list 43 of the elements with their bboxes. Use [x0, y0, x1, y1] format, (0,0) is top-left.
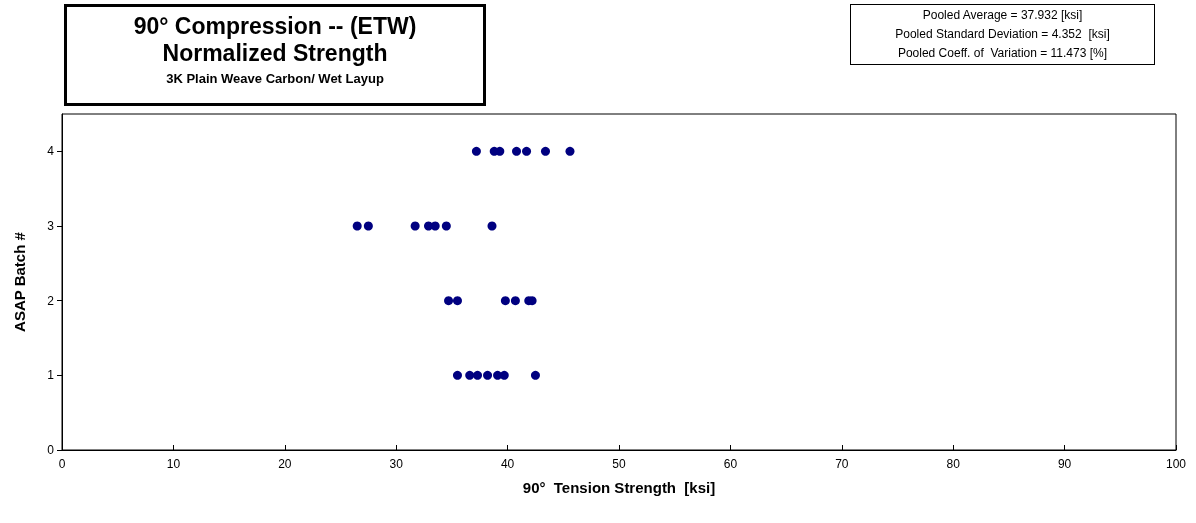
y-tick-label: 0 — [47, 443, 55, 457]
point — [565, 146, 575, 156]
x-tick-label: 70 — [835, 457, 849, 471]
point — [510, 296, 520, 306]
x-axis-title: 90° Tension Strength [ksi] — [522, 479, 716, 496]
point — [452, 370, 462, 380]
x-tick-label: 30 — [389, 457, 404, 471]
point — [540, 146, 550, 156]
point — [530, 370, 540, 380]
x-tick-label: 100 — [1165, 457, 1187, 471]
y-tick-label: 1 — [47, 368, 55, 383]
point — [363, 221, 373, 231]
y-tick-label: 4 — [47, 144, 55, 159]
point — [441, 221, 451, 231]
text: Pooled Standard Deviation = 4.352 [ksi] — [894, 26, 1111, 43]
point — [522, 146, 532, 156]
point — [483, 370, 493, 380]
point — [465, 370, 475, 380]
point — [473, 370, 483, 380]
point — [410, 221, 420, 231]
point — [444, 296, 454, 306]
point — [487, 221, 497, 231]
point — [471, 146, 481, 156]
text: Pooled Average = 37.932 [ksi] — [921, 7, 1084, 24]
y-tick-label: 3 — [47, 219, 55, 233]
point — [352, 221, 362, 231]
point — [499, 370, 509, 380]
x-tick-label: 90 — [1057, 457, 1072, 471]
x-tick-label: 50 — [612, 457, 626, 471]
chart-subtitle: 3K Plain Weave Carbon/ Wet Layup — [165, 71, 385, 86]
point — [452, 296, 462, 306]
y-axis-title: ASAP Batch # — [11, 231, 28, 332]
x-tick-label: 80 — [946, 457, 961, 471]
x-tick-label: 20 — [278, 457, 292, 471]
y-tick-label: 2 — [47, 293, 55, 308]
point — [500, 296, 510, 306]
point — [512, 146, 522, 156]
x-tick-label: 40 — [500, 457, 515, 471]
x-tick-label: 0 — [58, 457, 66, 471]
x-tick-label: 60 — [723, 457, 738, 471]
x-tick-label: 10 — [166, 457, 181, 471]
text: Pooled Coeff. of Variation = 11.473 [%] — [896, 45, 1109, 62]
chart-title: 90° Compression -- (ETW) Normalized Strength — [132, 13, 418, 67]
